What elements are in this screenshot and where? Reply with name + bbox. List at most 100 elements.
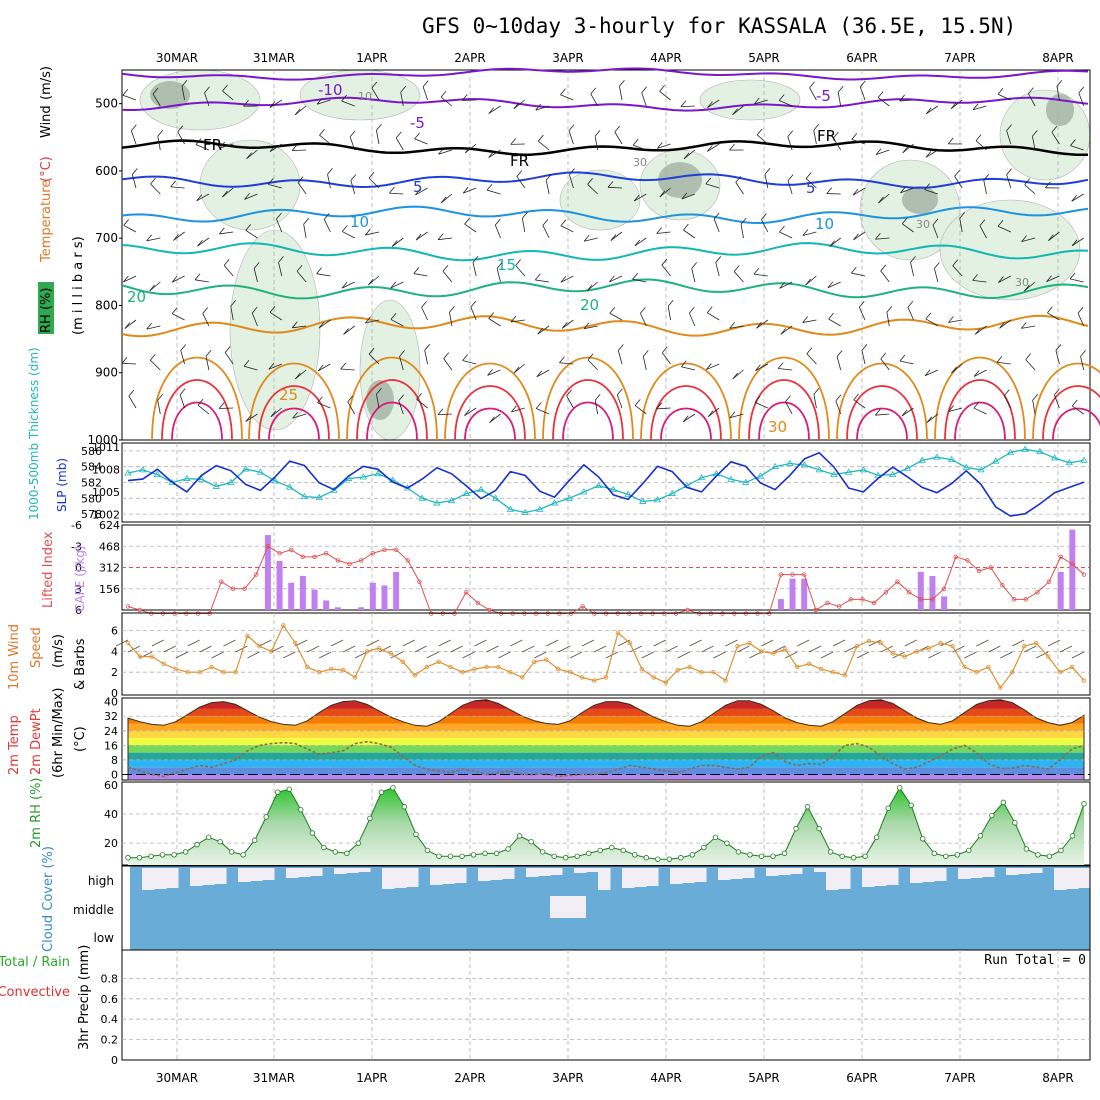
rh-ylabel: 2m RH (%) (29, 777, 44, 848)
high-cloud-gap (622, 868, 635, 888)
contour-label: 25 (279, 386, 298, 404)
wind-speed-marker (484, 664, 489, 670)
wind-barb-flag (780, 328, 787, 335)
wind-barb (805, 178, 817, 189)
surface-wind-barb (522, 645, 535, 653)
wind-barb-flag (566, 389, 572, 397)
wind-barb-flag (391, 240, 398, 247)
wind-barb (707, 407, 720, 417)
rh-marker (1046, 853, 1053, 859)
wind-speed-marker (651, 675, 656, 680)
wind-barb-flag (753, 267, 760, 275)
wind-barb (975, 325, 987, 335)
rh-marker (505, 846, 511, 852)
wind-barb-flag (157, 129, 164, 137)
wind-barb (861, 350, 866, 365)
wind-barb-flag (376, 387, 382, 395)
wind-barb (835, 400, 842, 415)
wind-barb-flag (243, 360, 250, 367)
wind-barb (494, 224, 501, 239)
lifted-marker (836, 604, 842, 609)
lifted-marker (580, 604, 585, 609)
wind-barb (202, 313, 210, 327)
wind-barb (1003, 395, 1012, 409)
cape-bar (334, 607, 341, 610)
surface-wind-barb (223, 639, 236, 647)
wind-speed-marker (364, 649, 370, 654)
wind-barb (390, 319, 404, 327)
bottom-date-label: 31MAR (253, 1071, 295, 1085)
wind-barb (983, 180, 987, 195)
wind-barb (932, 224, 939, 239)
hot-contour (444, 362, 536, 441)
rh-marker (758, 853, 765, 859)
wind-barb-flag (318, 321, 325, 329)
hot-contour (161, 379, 233, 441)
wind-barb-flag (706, 306, 713, 313)
high-cloud-gap (454, 868, 467, 883)
lifted-line (127, 545, 1085, 614)
wind-speed-marker (221, 670, 226, 675)
wind-barb-flag (462, 186, 469, 194)
thickness-marker (212, 482, 220, 489)
wind-barb-flag (494, 218, 501, 226)
lifted-marker (965, 558, 970, 563)
surface-wind-barb (820, 651, 834, 659)
wind-barb-flag (632, 138, 639, 146)
high-cloud-gap (766, 868, 779, 876)
surface-wind-barb (868, 639, 882, 647)
surface-wind-barb (426, 651, 439, 659)
cape-bar (369, 582, 376, 610)
wind-barb-flag (732, 372, 739, 380)
top-date-axis: 30MAR 31MAR 1APR 2APR 3APR 4APR 5APR 6APR 7APR 8A… (156, 51, 1074, 65)
wind-barb-flag (837, 85, 844, 93)
wind-barb-flag (390, 281, 396, 289)
wind-barb-flag (809, 81, 815, 89)
wind-barb (1051, 131, 1060, 145)
surface-wind-barb (438, 639, 451, 647)
wind-barb-flag (779, 282, 785, 289)
wind-speed-marker (472, 666, 477, 672)
wind-barb (542, 225, 550, 239)
top-date-label: 4APR (650, 51, 681, 65)
wind-barb (319, 134, 331, 145)
surface-wind-barb (653, 639, 666, 647)
wind10m-frame (121, 612, 1091, 696)
wind-barb (463, 187, 477, 194)
wind-barb (536, 408, 550, 415)
rh-marker (228, 849, 235, 855)
wind-barb (472, 262, 477, 277)
wind-barb-flag (316, 98, 323, 105)
wind-barb-flag (740, 217, 747, 225)
thickness-marker (1065, 458, 1073, 466)
wind-barb-flag (443, 352, 450, 359)
wind-speed-marker (615, 630, 621, 635)
wind-barb-flag (349, 130, 356, 138)
lifted-marker (848, 597, 854, 602)
wind-barb (813, 130, 817, 145)
slp-ytick: 1008 (92, 463, 120, 476)
high-cloud-gap (430, 868, 443, 885)
rh-marker (562, 855, 569, 861)
wind-speed-marker (388, 651, 394, 656)
lifted-marker (149, 611, 154, 616)
hot-contour (542, 356, 634, 441)
wind-speed-line (127, 624, 1085, 689)
temp-band (128, 730, 1084, 739)
wind-barb-flag (947, 137, 954, 145)
high-cloud-gap (262, 868, 275, 880)
wind-barb (813, 394, 817, 409)
thickness-marker (1021, 445, 1029, 452)
rh-ytick: 20 (104, 837, 118, 850)
wind-barb (297, 182, 307, 195)
wind-barb (422, 86, 428, 101)
thickness-marker (697, 473, 706, 481)
precip-ytick: 0 (111, 1054, 118, 1067)
high-cloud-gap (742, 868, 755, 878)
wind-barb-flag (707, 101, 713, 108)
lifted-marker (335, 558, 341, 563)
rh-shading (999, 89, 1091, 181)
wind-barb (634, 193, 647, 202)
thickness-marker (433, 499, 441, 506)
wind-speed-marker (161, 661, 167, 667)
